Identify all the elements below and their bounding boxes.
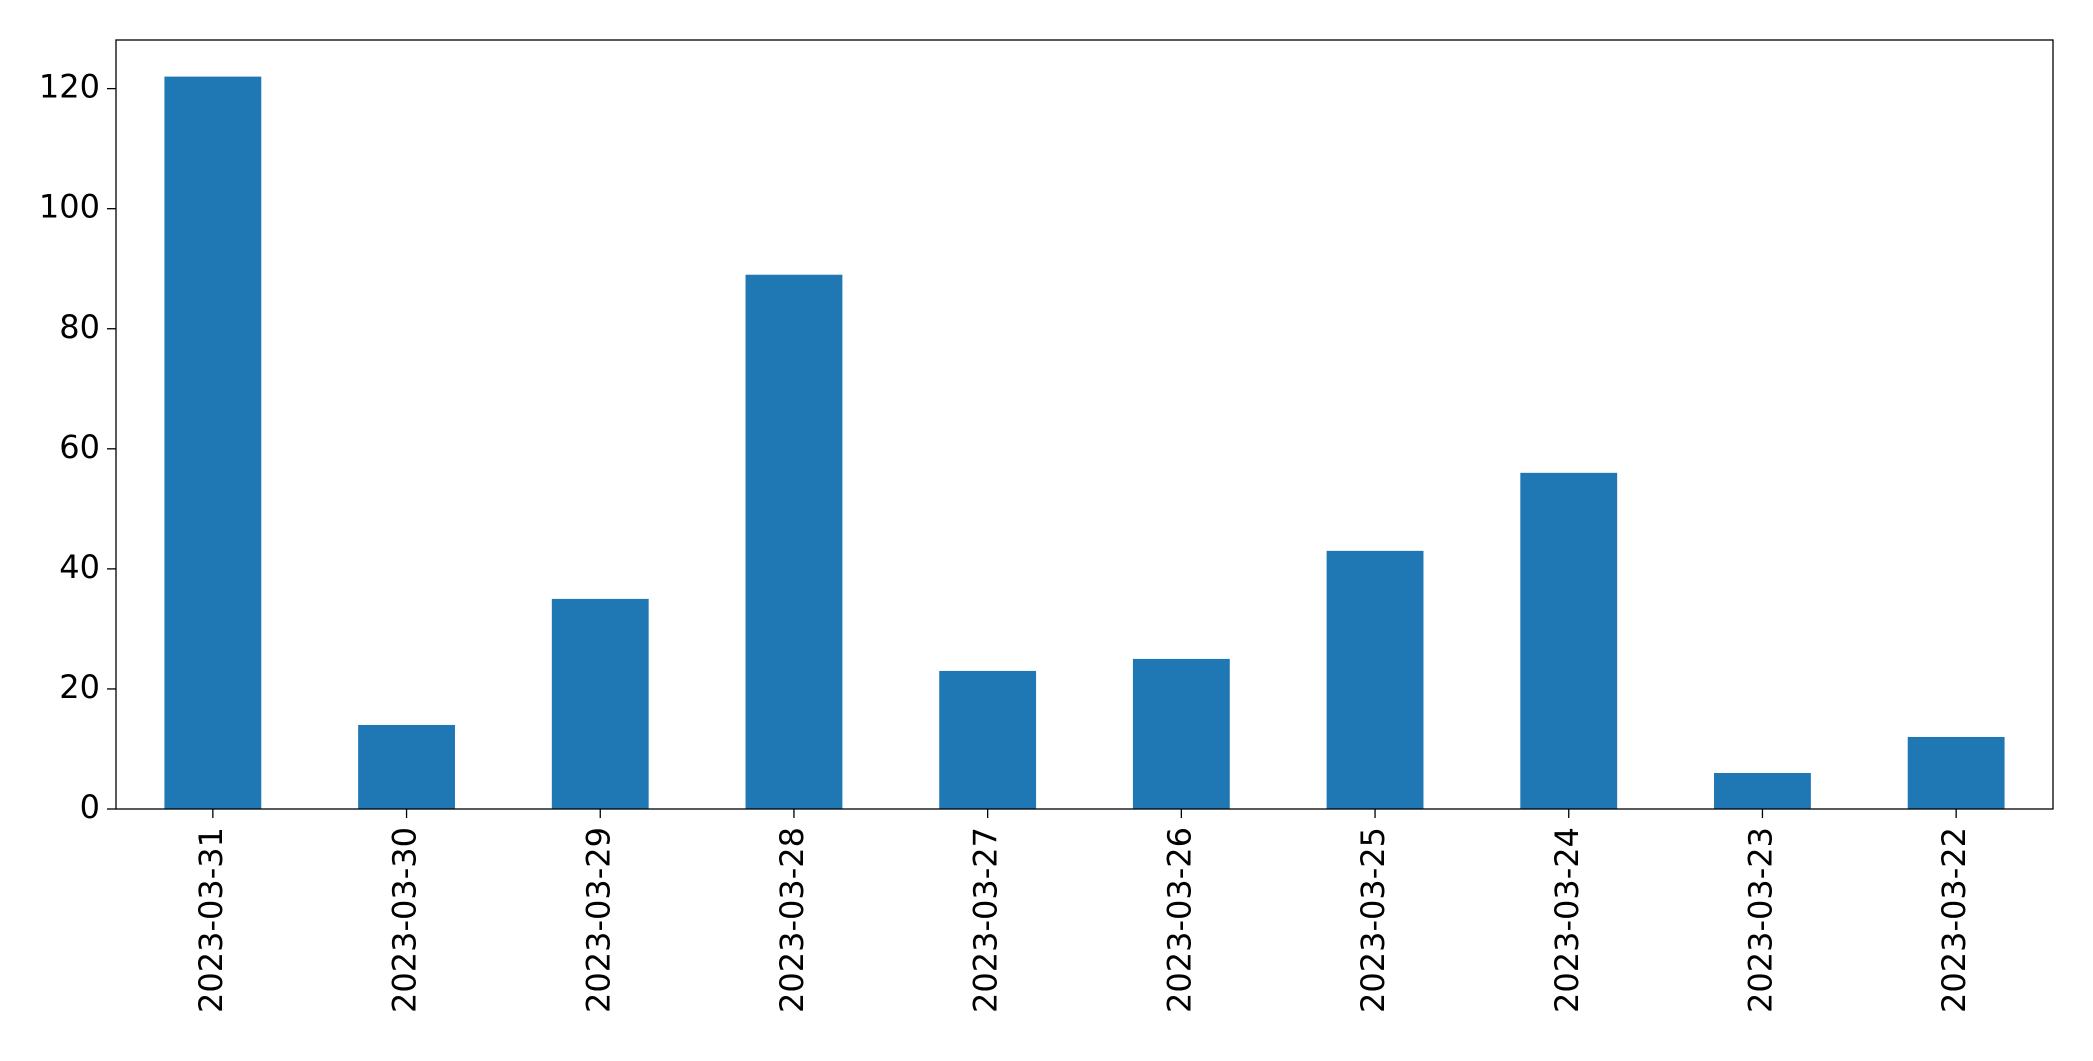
x-tick-label: 2023-03-31	[192, 827, 230, 1013]
bar	[551, 598, 649, 809]
bar	[745, 274, 843, 809]
bar	[1520, 472, 1618, 809]
bar	[358, 724, 455, 809]
x-tick-label: 2023-03-23	[1741, 827, 1779, 1013]
y-tick-label: 100	[39, 188, 100, 226]
x-tick-label: 2023-03-26	[1160, 827, 1198, 1013]
bar	[939, 670, 1037, 809]
bar	[1326, 550, 1424, 809]
x-tick-label: 2023-03-25	[1354, 827, 1392, 1013]
x-tick-label: 2023-03-29	[579, 827, 617, 1013]
bar	[164, 76, 262, 810]
y-tick-label: 80	[59, 308, 100, 346]
plot-frame	[115, 39, 2054, 810]
x-tick-label: 2023-03-22	[1935, 827, 1973, 1013]
y-tick-label: 60	[59, 428, 100, 466]
y-tick-label: 0	[80, 788, 100, 826]
bar	[1907, 736, 2005, 809]
y-tick-label: 120	[39, 68, 100, 106]
x-tick-label: 2023-03-27	[967, 827, 1005, 1013]
y-tick-label: 20	[59, 668, 100, 706]
x-tick-label: 2023-03-30	[386, 827, 424, 1013]
bar	[1132, 658, 1230, 809]
bar	[1714, 772, 1811, 809]
x-tick-label: 2023-03-24	[1548, 827, 1586, 1013]
y-tick-label: 40	[59, 548, 100, 586]
x-tick-label: 2023-03-28	[773, 827, 811, 1013]
